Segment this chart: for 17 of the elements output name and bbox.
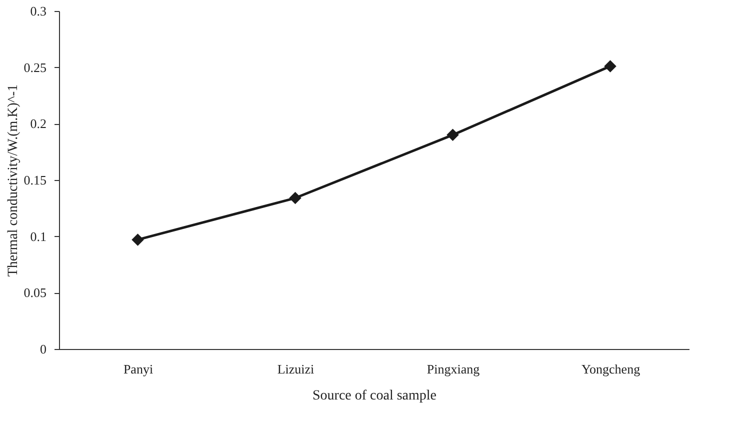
point bbox=[289, 192, 302, 204]
point bbox=[132, 234, 144, 246]
y-tick-label: 0.05 bbox=[24, 285, 46, 300]
point bbox=[446, 128, 459, 142]
y-tick-label: 0.2 bbox=[30, 116, 46, 132]
x-tick-label: Lizuizi bbox=[277, 362, 315, 376]
y-tick-label: 0 bbox=[40, 342, 46, 356]
y-tick-label: 0.3 bbox=[30, 4, 46, 18]
point bbox=[604, 60, 616, 72]
x-tick-label: Panyi bbox=[123, 362, 154, 376]
y-tick-label: 0.1 bbox=[30, 228, 46, 244]
y-axis-title: Thermal conductivity/W.(m.K)^-1 bbox=[6, 84, 21, 277]
x-tick-label: Yongcheng bbox=[581, 362, 641, 376]
x-axis-title: Source of coal sample bbox=[312, 388, 437, 404]
x-tick-label: Pingxiang bbox=[426, 362, 480, 376]
y-tick-label: 0.15 bbox=[24, 172, 46, 188]
y-tick-label: 0.25 bbox=[24, 60, 46, 75]
